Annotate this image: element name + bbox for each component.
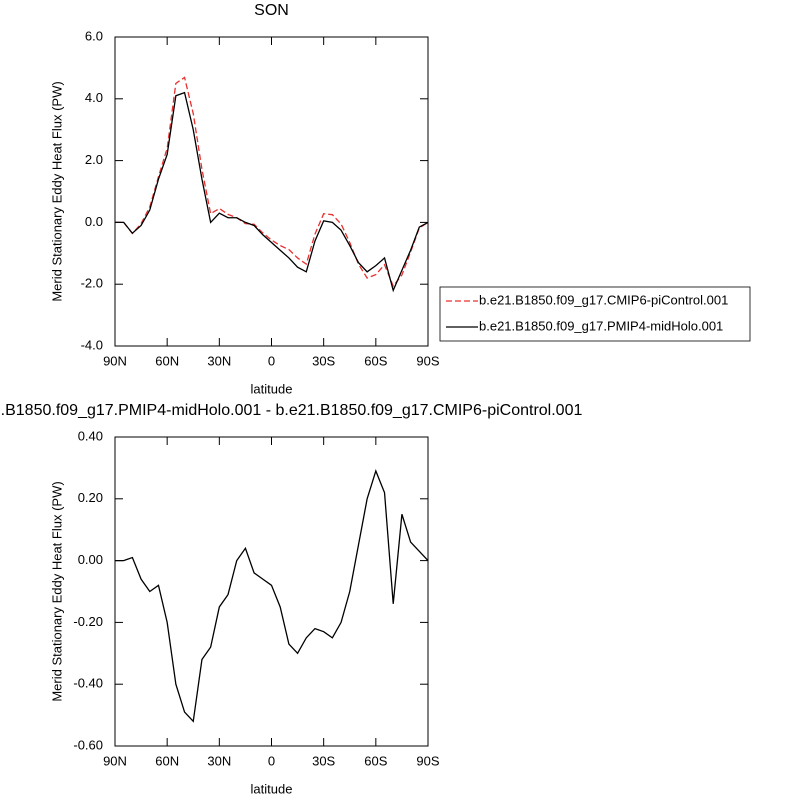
y-tick-label: 6.0 <box>85 28 103 43</box>
x-tick-label: 30N <box>207 353 231 368</box>
y-tick-label: -0.40 <box>73 676 103 691</box>
x-tick-label: 60S <box>364 753 387 768</box>
legend-box <box>439 286 751 342</box>
x-tick-label: 90N <box>103 753 127 768</box>
y-tick-label: -4.0 <box>81 337 103 352</box>
y-tick-label: -0.60 <box>73 737 103 752</box>
x-tick-label: 30S <box>312 353 335 368</box>
x-tick-label: 60N <box>155 353 179 368</box>
chart-title: b.e21.B1850.f09_g17.PMIP4-midHolo.001 - … <box>0 402 582 419</box>
y-tick-label: 2.0 <box>85 152 103 167</box>
diff-line <box>115 469 429 723</box>
y-tick-label: -0.20 <box>73 614 103 629</box>
x-tick-label: 0 <box>268 353 275 368</box>
series-line <box>115 91 429 293</box>
y-tick-label: 0.40 <box>78 428 103 443</box>
x-tick-label: 90S <box>416 353 439 368</box>
chart-title: SON <box>254 2 289 19</box>
y-tick-label: -2.0 <box>81 276 103 291</box>
series-line <box>115 76 429 288</box>
x-tick-label: 90S <box>416 753 439 768</box>
y-axis-label: Merid Stationary Eddy Heat Flux (PW) <box>49 481 64 701</box>
y-tick-label: 4.0 <box>85 90 103 105</box>
x-axis-label: latitude <box>251 781 293 796</box>
y-axis-label: Merid Stationary Eddy Heat Flux (PW) <box>49 81 64 301</box>
y-tick-label: 0.0 <box>85 214 103 229</box>
x-tick-label: 30N <box>207 753 231 768</box>
y-tick-label: 0.20 <box>78 490 103 505</box>
x-axis-label: latitude <box>251 381 293 396</box>
x-tick-label: 30S <box>312 753 335 768</box>
plot-frame <box>114 436 429 747</box>
legend-label: b.e21.B1850.f09_g17.PMIP4-midHolo.001 <box>479 318 723 333</box>
plot-frame <box>114 36 429 347</box>
legend-label: b.e21.B1850.f09_g17.CMIP6-piControl.001 <box>479 292 728 307</box>
y-tick-label: 0.00 <box>78 552 103 567</box>
x-tick-label: 60S <box>364 353 387 368</box>
x-tick-label: 90N <box>103 353 127 368</box>
x-tick-label: 0 <box>268 753 275 768</box>
x-tick-label: 60N <box>155 753 179 768</box>
